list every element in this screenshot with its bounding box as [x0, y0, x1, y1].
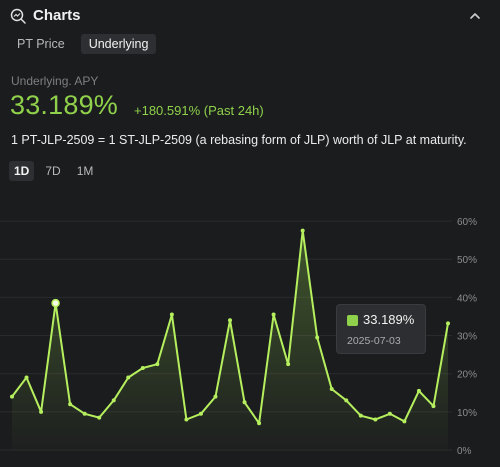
data-point[interactable]: [10, 394, 14, 399]
data-point[interactable]: [416, 388, 421, 393]
y-tick-label: 60%: [457, 217, 477, 228]
data-point[interactable]: [126, 375, 131, 380]
data-point[interactable]: [315, 335, 320, 340]
tooltip-swatch: [347, 315, 358, 326]
data-point[interactable]: [51, 298, 60, 308]
data-point[interactable]: [169, 312, 174, 317]
data-point[interactable]: [155, 362, 160, 367]
data-point[interactable]: [286, 362, 291, 367]
chart-tooltip: 33.189% 2025-07-03: [336, 304, 426, 354]
data-point[interactable]: [39, 409, 44, 414]
data-point[interactable]: [97, 415, 102, 420]
data-point[interactable]: [446, 321, 450, 326]
chevron-up-icon[interactable]: [468, 9, 482, 23]
range-1m[interactable]: 1M: [76, 164, 94, 178]
tooltip-date: 2025-07-03: [347, 335, 401, 347]
chart-search-icon: [10, 8, 26, 24]
apy-value: 33.189%: [10, 90, 118, 120]
data-point[interactable]: [431, 404, 436, 409]
data-point[interactable]: [82, 411, 87, 416]
data-point[interactable]: [111, 398, 116, 403]
data-point[interactable]: [402, 419, 407, 424]
data-point[interactable]: [271, 312, 276, 317]
data-point[interactable]: [24, 375, 29, 380]
data-point[interactable]: [68, 402, 73, 407]
range-7d[interactable]: 7D: [45, 164, 61, 178]
data-point[interactable]: [198, 411, 203, 416]
tab-underlying[interactable]: Underlying: [80, 34, 157, 54]
data-point[interactable]: [300, 228, 305, 233]
y-tick-label: 40%: [457, 293, 477, 304]
apy-change: +180.591% (Past 24h): [134, 103, 264, 118]
y-tick-label: 20%: [457, 370, 477, 381]
time-range-selector: 1D 7D 1M: [9, 161, 98, 181]
y-tick-label: 50%: [457, 255, 477, 266]
y-tick-label: 0%: [457, 446, 472, 457]
data-point[interactable]: [329, 386, 334, 391]
data-point[interactable]: [387, 411, 392, 416]
y-tick-label: 30%: [457, 332, 477, 343]
data-point[interactable]: [184, 417, 189, 422]
range-1d[interactable]: 1D: [9, 161, 35, 181]
data-point[interactable]: [344, 398, 349, 403]
data-point[interactable]: [358, 413, 363, 418]
data-point[interactable]: [213, 394, 218, 399]
data-point[interactable]: [242, 400, 247, 405]
pt-description: 1 PT-JLP-2509 = 1 ST-JLP-2509 (a rebasin…: [11, 133, 467, 147]
charts-header[interactable]: Charts: [0, 0, 500, 32]
charts-title: Charts: [33, 7, 81, 24]
y-tick-label: 10%: [457, 408, 477, 419]
apy-label: Underlying. APY: [11, 74, 99, 88]
data-point[interactable]: [140, 365, 145, 370]
data-point[interactable]: [257, 421, 262, 426]
data-point[interactable]: [228, 318, 232, 323]
chart-tabs: PT Price Underlying: [9, 34, 157, 54]
data-point[interactable]: [373, 417, 378, 422]
tab-pt-price[interactable]: PT Price: [17, 37, 65, 51]
tooltip-value: 33.189%: [363, 312, 415, 327]
